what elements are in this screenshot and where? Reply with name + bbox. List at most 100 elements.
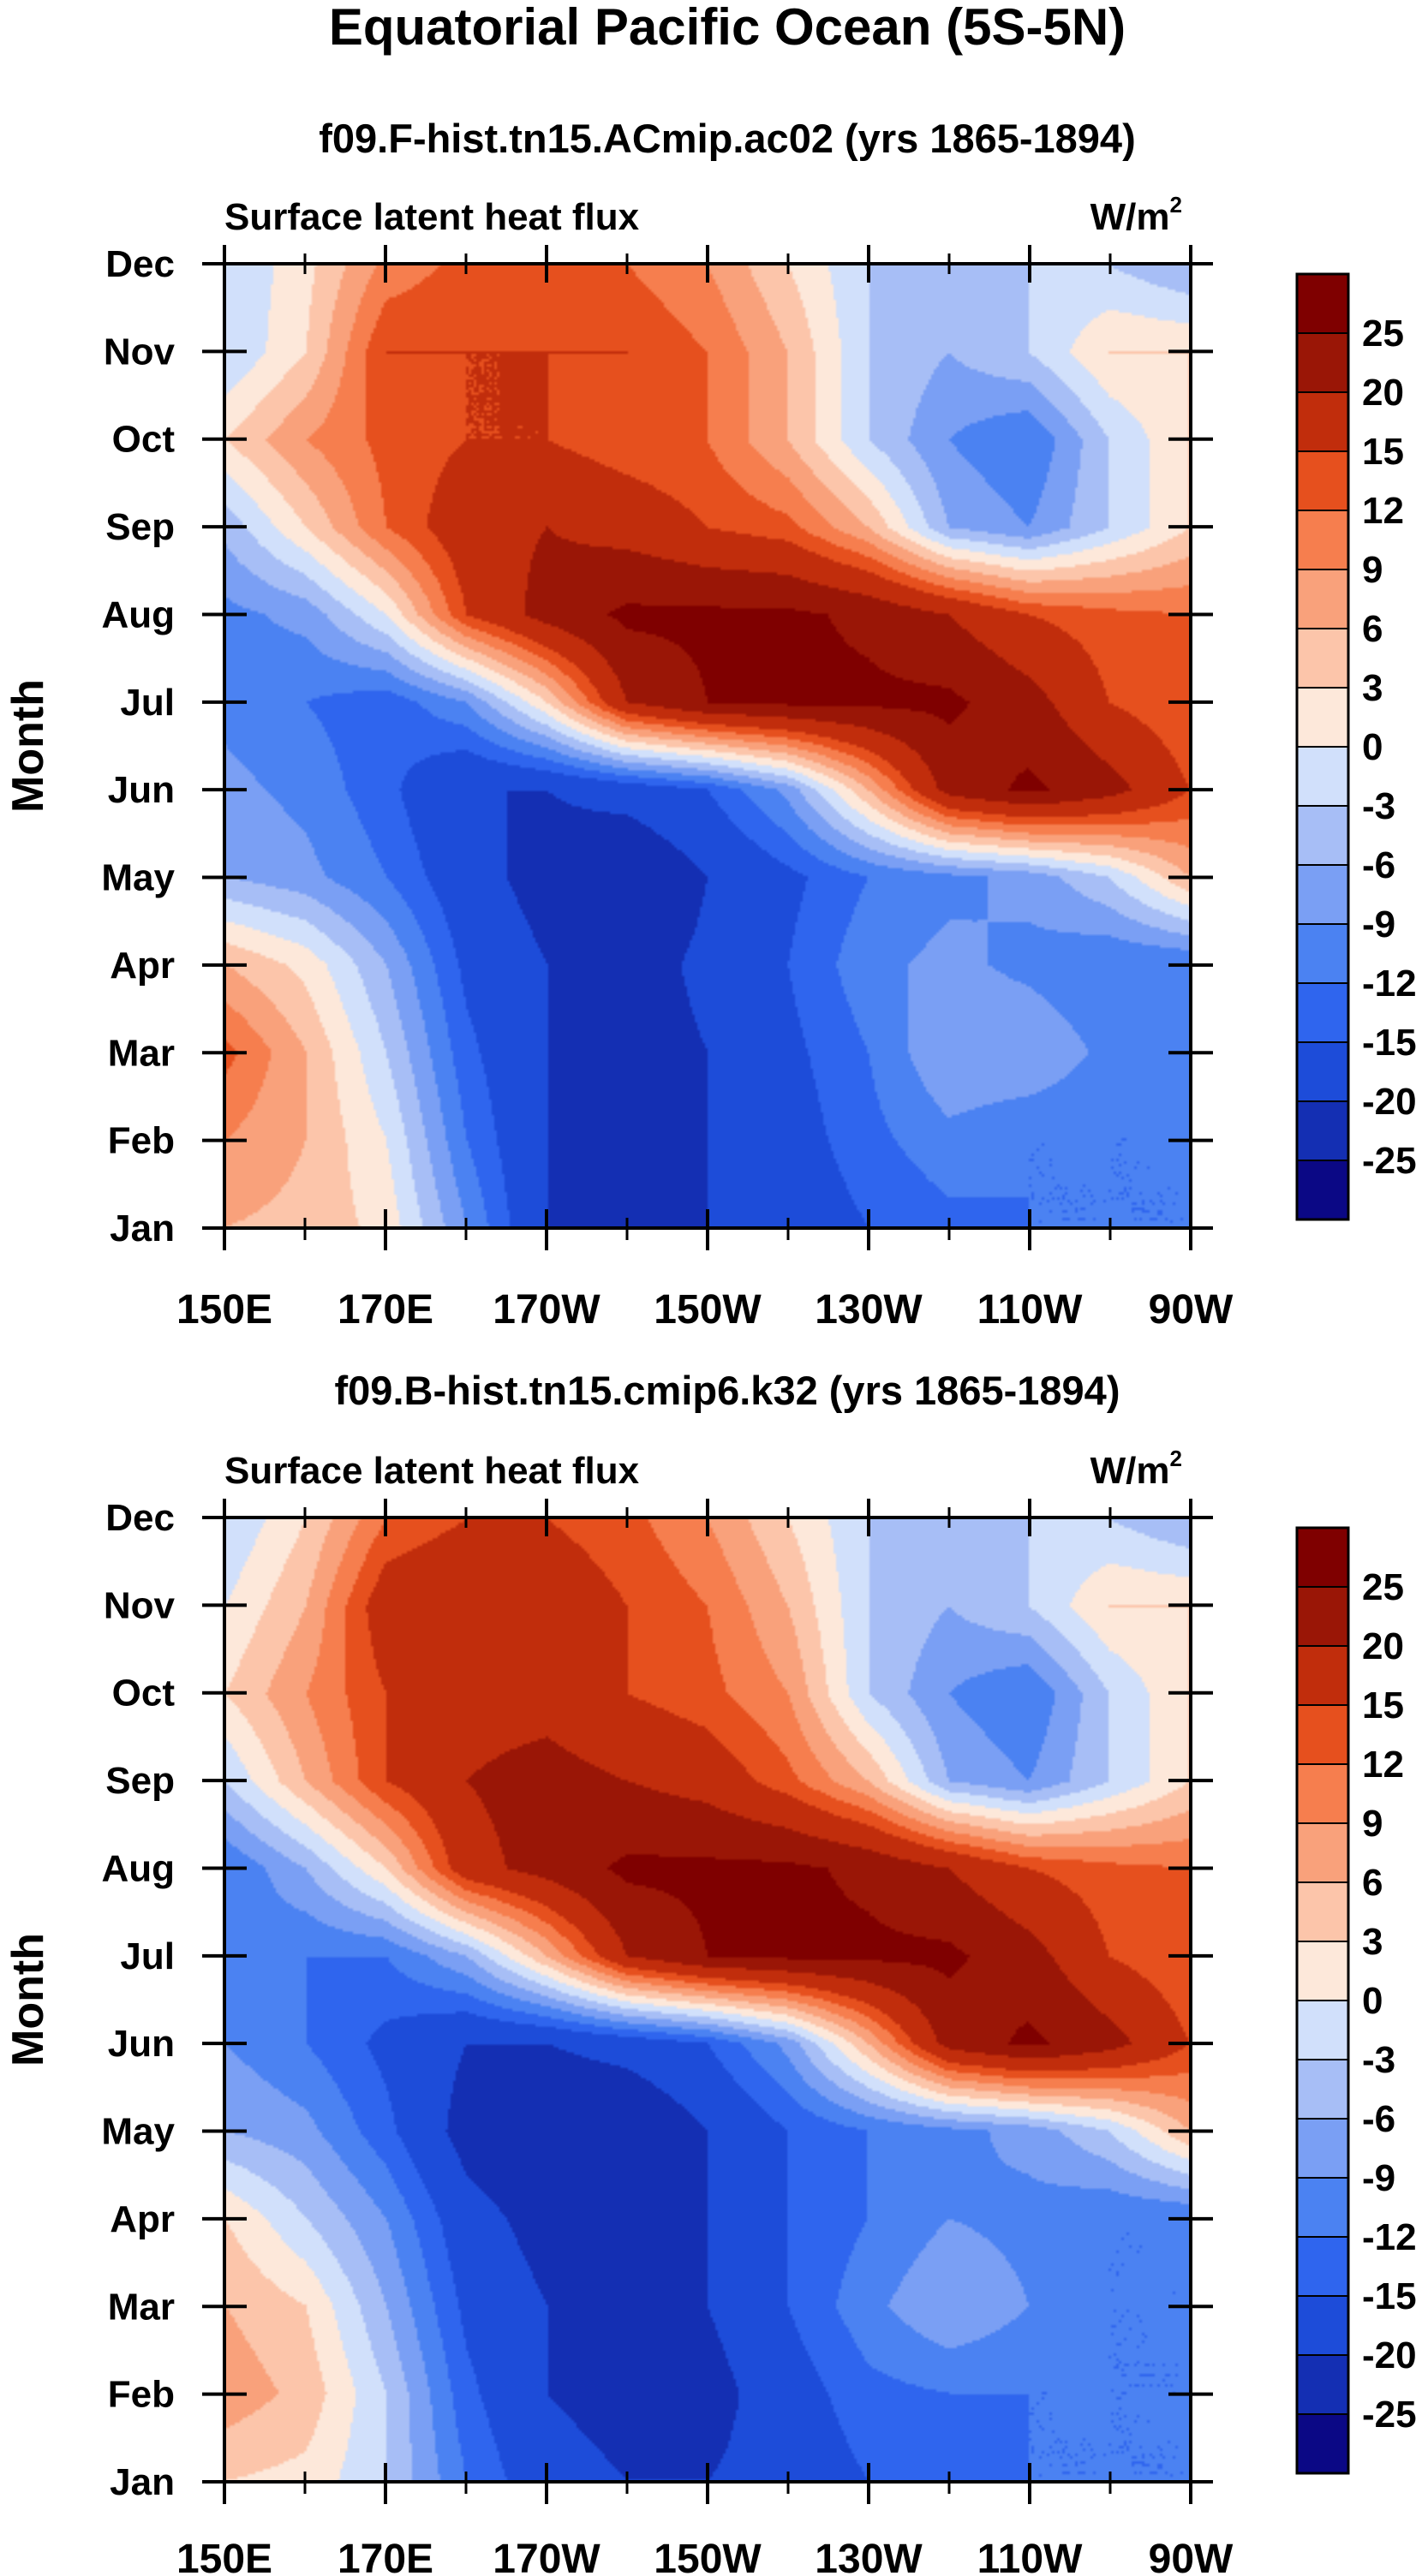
p2-subtitle: f09.B-hist.tn15.cmip6.k32 (yrs 1865-1894…: [335, 1368, 1120, 1413]
p2-colorbar-box: [1297, 2119, 1348, 2179]
p2-heatmap-field: [224, 1518, 1191, 2482]
p2-colorbar-box: [1297, 1764, 1348, 1824]
p1-variable-label: Surface latent heat flux: [224, 196, 640, 238]
p2-colorbar-label: -25: [1362, 2394, 1417, 2436]
figure-title: Equatorial Pacific Ocean (5S-5N): [329, 0, 1126, 56]
p1-units-label: W/m2: [1090, 192, 1182, 238]
p2-colorbar-label: 3: [1362, 1921, 1383, 1963]
p1-y-tick-label: Sep: [105, 506, 175, 548]
p2-y-tick-label: Apr: [110, 2198, 175, 2240]
p2-x-tick-label: 170E: [338, 2537, 433, 2576]
p1-colorbar-box: [1297, 569, 1348, 629]
p1-x-tick-label: 130W: [815, 1287, 923, 1333]
p1-y-tick-label: Jul: [120, 682, 175, 724]
p2-colorbar-label: -9: [1362, 2157, 1395, 2199]
p2-y-tick-label: Jan: [110, 2461, 175, 2503]
p1-colorbar-box: [1297, 392, 1348, 452]
p2-y-tick-label: Feb: [108, 2374, 175, 2416]
p1-colorbar-box: [1297, 451, 1348, 511]
p1-colorbar-box: [1297, 510, 1348, 570]
p1-x-tick-label: 90W: [1149, 1287, 1234, 1333]
p1-colorbar-box: [1297, 629, 1348, 689]
p2-colorbar-label: -3: [1362, 2039, 1395, 2081]
p2-x-tick-label: 110W: [977, 2537, 1083, 2576]
p2-colorbar-label: 12: [1362, 1744, 1404, 1786]
p1-colorbar-label: -20: [1362, 1081, 1417, 1123]
p2-y-tick-label: Nov: [104, 1584, 176, 1626]
p2-y-tick-label: Oct: [112, 1673, 176, 1714]
p1-colorbar-label: 3: [1362, 667, 1383, 709]
p2-colorbar-label: 20: [1362, 1625, 1404, 1667]
p2-colorbar-box: [1297, 2178, 1348, 2238]
p2-colorbar-box: [1297, 1646, 1348, 1706]
p1-colorbar-box: [1297, 865, 1348, 925]
p1-colorbar-label: -15: [1362, 1022, 1417, 1064]
p1-colorbar-label: 6: [1362, 608, 1383, 650]
p1-colorbar-box: [1297, 983, 1348, 1043]
p1-y-tick-label: Aug: [101, 593, 175, 635]
p1-colorbar-label: -3: [1362, 785, 1395, 827]
p1-y-tick-label: Jun: [108, 769, 175, 811]
p2-y-tick-label: Aug: [101, 1847, 175, 1889]
p2-units-label: W/m2: [1090, 1446, 1182, 1492]
p1-colorbar-box: [1297, 747, 1348, 807]
p2-colorbar-label: 0: [1362, 1980, 1383, 2022]
p2-colorbar-label: -20: [1362, 2334, 1417, 2376]
p2-y-tick-label: Jul: [120, 1935, 175, 1977]
p1-colorbar-box: [1297, 688, 1348, 748]
p1-subtitle: f09.F-hist.tn15.ACmip.ac02 (yrs 1865-189…: [319, 116, 1135, 161]
p1-colorbar-label: 12: [1362, 490, 1404, 532]
p2-colorbar-box: [1297, 1823, 1348, 1883]
p1-colorbar-label: -12: [1362, 963, 1417, 1005]
p1-colorbar-label: 25: [1362, 313, 1404, 355]
p2-colorbar-box: [1297, 2355, 1348, 2415]
p1-colorbar-box: [1297, 1160, 1348, 1220]
p2-colorbar-box: [1297, 1941, 1348, 2001]
p2-y-tick-label: Dec: [105, 1497, 175, 1539]
p2-colorbar-box: [1297, 2296, 1348, 2356]
p1-x-tick-label: 170E: [338, 1287, 433, 1333]
p1-y-tick-label: Feb: [108, 1120, 175, 1162]
p2-colorbar-box: [1297, 1528, 1348, 1588]
p2-colorbar-label: -6: [1362, 2098, 1395, 2140]
p1-colorbar-label: 9: [1362, 549, 1383, 591]
p1-y-tick-label: Apr: [110, 945, 175, 987]
p2-y-tick-label: May: [101, 2111, 175, 2153]
p2-colorbar-label: 6: [1362, 1862, 1383, 1904]
p1-x-tick-label: 110W: [977, 1287, 1083, 1333]
panel-2: f09.B-hist.tn15.cmip6.k32 (yrs 1865-1894…: [3, 1368, 1417, 2576]
p2-x-tick-label: 150E: [176, 2537, 272, 2576]
p2-colorbar-box: [1297, 2237, 1348, 2297]
p2-colorbar-label: 15: [1362, 1685, 1404, 1726]
p2-colorbar-label: -15: [1362, 2275, 1417, 2317]
p1-colorbar-label: -6: [1362, 844, 1395, 886]
p1-colorbar-box: [1297, 1042, 1348, 1102]
p1-y-tick-label: Nov: [104, 331, 176, 373]
p1-colorbar-label: 0: [1362, 726, 1383, 768]
p2-colorbar-label: 9: [1362, 1803, 1383, 1845]
p1-y-tick-label: Jan: [110, 1208, 175, 1249]
p2-y-tick-label: Jun: [108, 2023, 175, 2065]
p2-y-axis-label: Month: [3, 1933, 53, 2066]
p2-colorbar-label: -12: [1362, 2216, 1417, 2258]
p1-heatmap-field: [224, 264, 1191, 1228]
p1-colorbar-label: 15: [1362, 431, 1404, 473]
p2-colorbar-box: [1297, 1705, 1348, 1765]
panel-1: f09.F-hist.tn15.ACmip.ac02 (yrs 1865-189…: [3, 116, 1417, 1333]
p2-colorbar-box: [1297, 2001, 1348, 2060]
p1-colorbar-box: [1297, 274, 1348, 334]
p1-colorbar-label: -9: [1362, 903, 1395, 945]
p2-y-tick-label: Sep: [105, 1760, 175, 1802]
p1-x-tick-label: 170W: [493, 1287, 600, 1333]
p1-colorbar-box: [1297, 1101, 1348, 1161]
p1-x-tick-label: 150E: [176, 1287, 272, 1333]
p2-colorbar-box: [1297, 1587, 1348, 1647]
p1-y-tick-label: Mar: [108, 1032, 175, 1074]
p1-x-tick-label: 150W: [654, 1287, 762, 1333]
p2-x-tick-label: 90W: [1149, 2537, 1234, 2576]
p2-colorbar-label: 25: [1362, 1566, 1404, 1608]
p2-colorbar-box: [1297, 2060, 1348, 2120]
p1-colorbar-box: [1297, 333, 1348, 393]
p1-y-axis-label: Month: [3, 679, 53, 813]
